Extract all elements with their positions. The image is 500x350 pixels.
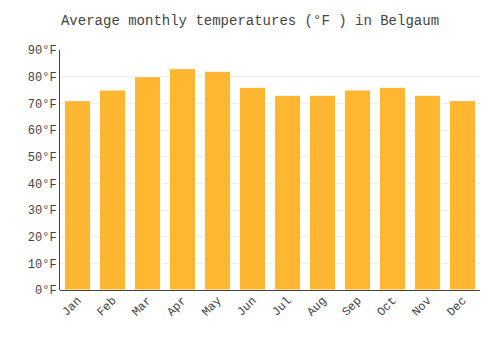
svg-text:Sep: Sep bbox=[339, 294, 364, 319]
svg-text:20°F: 20°F bbox=[28, 231, 57, 245]
svg-text:Oct: Oct bbox=[374, 294, 399, 319]
svg-text:60°F: 60°F bbox=[28, 124, 57, 138]
svg-text:Dec: Dec bbox=[444, 294, 469, 319]
svg-text:May: May bbox=[199, 294, 224, 319]
svg-text:30°F: 30°F bbox=[28, 204, 57, 218]
svg-text:Nov: Nov bbox=[409, 294, 434, 319]
svg-text:0°F: 0°F bbox=[35, 284, 57, 298]
svg-text:40°F: 40°F bbox=[28, 178, 57, 192]
svg-text:Jan: Jan bbox=[59, 294, 84, 319]
svg-text:Aug: Aug bbox=[304, 294, 329, 319]
svg-text:Jul: Jul bbox=[269, 294, 294, 319]
svg-text:90°F: 90°F bbox=[28, 44, 57, 58]
svg-text:10°F: 10°F bbox=[28, 258, 57, 272]
svg-text:Apr: Apr bbox=[164, 294, 189, 319]
svg-text:Mar: Mar bbox=[129, 294, 154, 319]
svg-text:Average monthly temperatures (: Average monthly temperatures (°F ) in Be… bbox=[61, 13, 439, 29]
svg-text:50°F: 50°F bbox=[28, 151, 57, 165]
svg-text:Feb: Feb bbox=[94, 294, 119, 319]
svg-text:80°F: 80°F bbox=[28, 71, 57, 85]
svg-text:Jun: Jun bbox=[234, 294, 259, 319]
svg-text:70°F: 70°F bbox=[28, 98, 57, 112]
